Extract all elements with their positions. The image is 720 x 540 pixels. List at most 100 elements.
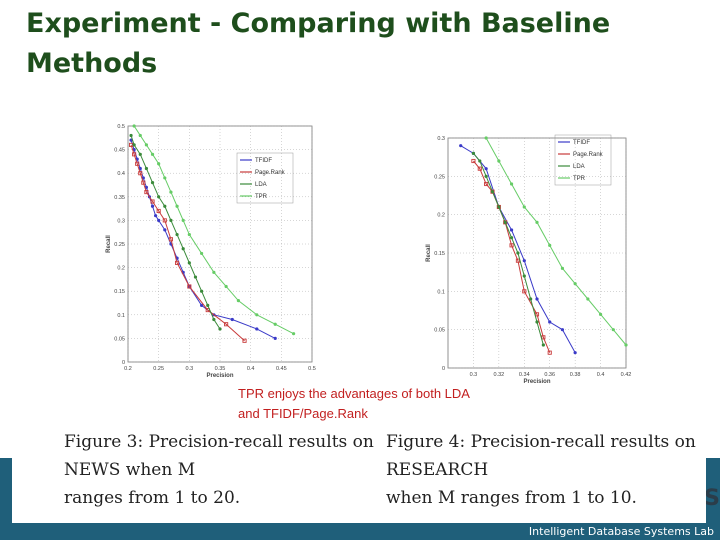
y-tick-label: 0.25 <box>114 242 125 248</box>
data-point <box>529 297 533 301</box>
data-point <box>150 199 155 204</box>
data-point <box>157 218 161 222</box>
slide-title: Experiment - Comparing with Baseline Met… <box>26 8 611 79</box>
data-point <box>471 151 476 155</box>
legend-box <box>236 152 294 204</box>
legend-label: TPR <box>573 176 586 182</box>
data-point <box>541 343 545 347</box>
y-tick-label: 0 <box>122 360 125 366</box>
legend-label: TFIDF <box>255 158 272 164</box>
data-point <box>255 313 259 317</box>
x-tick-label: 0.4 <box>597 372 605 378</box>
data-point <box>273 336 277 340</box>
footer-lab-name: Intelligent Database Systems Lab <box>528 525 714 538</box>
y-tick-label: 0.05 <box>434 328 445 334</box>
data-point <box>200 303 204 307</box>
data-point <box>611 328 615 332</box>
x-tick-label: 0.36 <box>544 372 555 378</box>
data-point <box>187 284 192 289</box>
data-point <box>484 181 489 187</box>
data-point <box>169 190 173 194</box>
note-line-2: and TFIDF/Page.Rank <box>238 406 368 421</box>
series-line-tfidf <box>130 140 276 339</box>
y-tick-label: 0.5 <box>117 124 125 130</box>
legend-label: TFIDF <box>573 140 590 146</box>
data-point <box>163 228 167 232</box>
data-point <box>135 161 140 166</box>
data-point <box>157 162 161 166</box>
y-tick-label: 0.1 <box>437 289 445 295</box>
series-line-page.rank <box>473 160 551 353</box>
data-point <box>478 159 482 163</box>
data-point <box>154 214 158 218</box>
x-tick-label: 0.3 <box>470 372 478 378</box>
y-tick-label: 0.35 <box>114 195 125 201</box>
data-point <box>138 133 142 138</box>
data-point <box>547 350 552 355</box>
x-tick-label: 0.4 <box>247 366 255 372</box>
x-axis-label: Precision <box>523 379 550 385</box>
series-line-lda <box>473 153 544 346</box>
fig4-caption-line-1: Figure 4: Precision-recall results on RE… <box>386 432 696 480</box>
data-point <box>187 261 191 265</box>
data-point <box>138 152 142 156</box>
data-point <box>548 320 552 324</box>
y-tick-label: 0.05 <box>114 336 125 342</box>
chart-1: 0 0.05 0.1 0.15 0.2 0.25 0.3 0.35 0.4 0.45 0.5 0.2 0… <box>106 124 316 379</box>
data-point <box>503 220 507 224</box>
data-point <box>175 232 179 237</box>
data-point <box>509 243 514 248</box>
x-tick-label: 0.34 <box>519 372 530 378</box>
y-tick-label: 0.4 <box>117 171 125 177</box>
y-tick-label: 0.3 <box>437 136 445 142</box>
data-point <box>459 144 463 148</box>
data-point <box>212 270 216 274</box>
series-line-tfidf <box>460 145 576 353</box>
data-point <box>624 343 628 347</box>
data-point <box>292 332 296 336</box>
legend-box <box>554 134 612 186</box>
data-point <box>150 181 155 185</box>
plot-frame <box>447 137 627 369</box>
y-tick-label: 0.15 <box>434 251 445 257</box>
x-tick-label: 0.45 <box>276 366 287 372</box>
data-point <box>598 312 603 316</box>
data-point <box>129 133 133 138</box>
x-tick-label: 0.2 <box>124 366 132 372</box>
y-axis-label: Recall <box>426 244 432 262</box>
data-point <box>515 258 520 263</box>
figure-panel: 0 0.05 0.1 0.15 0.2 0.25 0.3 0.35 0.4 0.45 0.5 0.2 0… <box>12 90 706 523</box>
data-point <box>150 204 155 208</box>
y-tick-label: 0.25 <box>434 174 445 180</box>
data-point <box>541 335 546 340</box>
data-point <box>150 152 155 156</box>
data-point <box>156 208 161 214</box>
x-tick-label: 0.5 <box>308 366 316 372</box>
x-tick-label: 0.3 <box>186 366 194 372</box>
data-point <box>144 166 148 171</box>
data-point <box>144 190 149 195</box>
data-point <box>516 251 520 255</box>
data-point <box>509 182 514 186</box>
data-point <box>218 327 222 331</box>
data-point <box>560 266 565 270</box>
data-point <box>509 228 514 232</box>
data-point <box>132 143 136 147</box>
data-point <box>497 205 501 209</box>
chart-2: 0 0.05 0.1 0.15 0.2 0.25 0.3 0.3 0.32 0.34 0.36 0.3… <box>426 134 631 385</box>
note-line-1: TPR enjoys the advantages of both LDA <box>238 386 470 401</box>
data-point <box>132 124 136 128</box>
y-tick-label: 0.3 <box>117 218 125 224</box>
data-point <box>168 237 173 242</box>
y-axis-label: Recall <box>106 235 112 253</box>
data-point <box>477 166 482 171</box>
data-point <box>162 218 167 223</box>
fig3-caption-line-1: Figure 3: Precision-recall results on NE… <box>64 432 374 480</box>
x-tick-label: 0.38 <box>570 372 581 378</box>
legend-label: LDA <box>573 164 585 170</box>
data-point <box>535 320 539 324</box>
data-point <box>560 328 565 332</box>
data-point <box>535 297 539 301</box>
data-point <box>534 312 540 317</box>
y-tick-label: 0.2 <box>437 213 445 219</box>
